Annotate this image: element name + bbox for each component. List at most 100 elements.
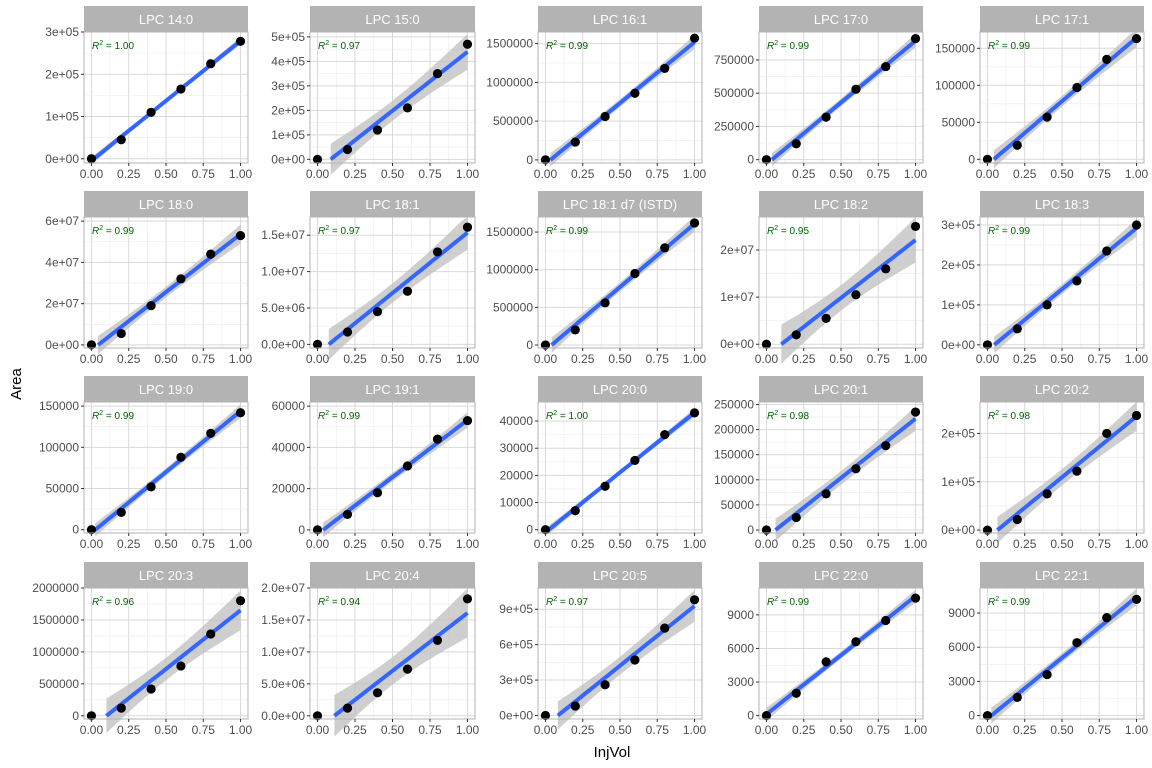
facet-title: LPC 19:1 bbox=[365, 382, 419, 397]
x-tick-label: 0.75 bbox=[867, 352, 891, 366]
y-tick-label: 1000000 bbox=[486, 75, 533, 89]
data-point bbox=[1012, 324, 1022, 334]
y-tick-label: 2000000 bbox=[32, 581, 79, 595]
data-point bbox=[1042, 112, 1052, 122]
x-tick-label: 0.50 bbox=[608, 537, 632, 551]
facet-panel: LPC 22:0 R2 = 0.99 0 3000 6000 9000 0.00 0.25 0.… bbox=[727, 562, 928, 737]
data-point bbox=[851, 290, 861, 300]
data-point bbox=[372, 688, 383, 698]
data-point bbox=[570, 137, 580, 147]
y-tick-label: 2e+07 bbox=[45, 297, 79, 311]
x-tick-label: 0.25 bbox=[1013, 352, 1037, 366]
r-squared-label: R2 = 1.00 bbox=[546, 410, 588, 422]
x-tick-label: 0.25 bbox=[343, 167, 367, 181]
facet-title: LPC 14:0 bbox=[139, 12, 193, 27]
x-tick-label: 1.00 bbox=[1125, 167, 1149, 181]
y-tick-label: 6000 bbox=[727, 641, 754, 655]
x-tick-label: 0.00 bbox=[534, 352, 558, 366]
y-tick-label: 20000 bbox=[272, 482, 306, 496]
facet-panel: LPC 20:5 R2 = 0.97 0e+00 3e+05 6e+05 9e+05 0.0… bbox=[499, 562, 707, 737]
x-tick-label: 0.75 bbox=[418, 537, 442, 551]
data-point bbox=[462, 222, 473, 232]
data-point bbox=[86, 154, 97, 164]
x-tick-label: 1.00 bbox=[229, 723, 253, 737]
x-tick-label: 0.50 bbox=[381, 537, 405, 551]
facet-title: LPC 16:1 bbox=[593, 12, 647, 27]
r-squared-label: R2 = 0.99 bbox=[988, 225, 1030, 237]
facet-title: LPC 20:2 bbox=[1035, 382, 1089, 397]
facet-panel: LPC 18:0 R2 = 0.99 0e+00 2e+07 4e+07 6e+07 0.0… bbox=[45, 191, 253, 366]
x-tick-label: 0.25 bbox=[117, 537, 141, 551]
x-tick-label: 1.00 bbox=[904, 352, 928, 366]
x-tick-label: 0.50 bbox=[829, 167, 853, 181]
facet-panel: LPC 14:0 R2 = 1.00 0e+00 1e+05 2e+05 3e+05 0.0… bbox=[45, 6, 253, 181]
y-tick-label: 0e+00 bbox=[45, 338, 79, 352]
facet-panel: LPC 18:3 R2 = 0.99 0e+00 1e+05 2e+05 3e+05 0.0… bbox=[941, 191, 1149, 366]
x-tick-label: 1.00 bbox=[229, 352, 253, 366]
data-point bbox=[206, 59, 216, 69]
y-tick-label: 1500000 bbox=[486, 225, 533, 239]
fit-line bbox=[550, 222, 696, 347]
r-squared-label: R2 = 0.97 bbox=[318, 40, 360, 52]
x-tick-label: 0.25 bbox=[792, 537, 816, 551]
y-tick-label: 500000 bbox=[714, 86, 754, 100]
data-point bbox=[851, 464, 861, 474]
y-tick-label: 0 bbox=[526, 153, 533, 167]
data-point bbox=[851, 637, 861, 647]
x-tick-label: 0.50 bbox=[381, 723, 405, 737]
data-point bbox=[462, 39, 473, 49]
r-squared-label: R2 = 0.99 bbox=[546, 40, 588, 52]
data-point bbox=[312, 711, 323, 721]
x-tick-label: 1.00 bbox=[683, 723, 707, 737]
y-tick-label: 50000 bbox=[721, 498, 755, 512]
data-point bbox=[982, 710, 993, 721]
data-point bbox=[600, 481, 610, 491]
data-point bbox=[432, 434, 443, 444]
data-point bbox=[176, 274, 186, 284]
y-tick-label: 2e+05 bbox=[941, 426, 975, 440]
fit-line bbox=[327, 231, 469, 346]
x-tick-label: 1.00 bbox=[683, 352, 707, 366]
facet-strip bbox=[538, 562, 702, 588]
data-point bbox=[432, 69, 443, 79]
x-tick-label: 0.75 bbox=[1088, 352, 1112, 366]
facet-strip bbox=[980, 191, 1144, 217]
y-tick-label: 30000 bbox=[500, 441, 534, 455]
data-point bbox=[116, 703, 126, 713]
x-tick-label: 0.25 bbox=[571, 167, 595, 181]
data-point bbox=[235, 36, 246, 46]
fit-line bbox=[774, 417, 917, 532]
fit-line bbox=[556, 604, 696, 718]
y-tick-label: 0 bbox=[747, 153, 754, 167]
r-squared-label: R2 = 0.99 bbox=[92, 410, 134, 422]
data-point bbox=[1131, 34, 1142, 44]
y-tick-label: 1e+05 bbox=[271, 128, 305, 142]
data-point bbox=[761, 339, 772, 349]
x-tick-label: 0.50 bbox=[1050, 723, 1074, 737]
data-point bbox=[881, 264, 891, 274]
facet-title: LPC 20:0 bbox=[593, 382, 647, 397]
x-tick-label: 0.75 bbox=[192, 723, 216, 737]
y-tick-label: 9e+05 bbox=[499, 602, 533, 616]
x-tick-label: 0.50 bbox=[1050, 352, 1074, 366]
x-tick-label: 1.00 bbox=[456, 352, 480, 366]
data-point bbox=[851, 84, 861, 94]
x-tick-label: 0.00 bbox=[534, 537, 558, 551]
data-point bbox=[116, 135, 126, 145]
y-tick-label: 0.0e+00 bbox=[261, 709, 305, 723]
data-point bbox=[821, 657, 831, 667]
data-point bbox=[402, 103, 413, 113]
facet-panel: LPC 18:1 R2 = 0.97 0.0e+00 5.0e+06 1.0e+07 1.… bbox=[261, 191, 480, 366]
y-tick-label: 3e+05 bbox=[941, 218, 975, 232]
data-point bbox=[1042, 669, 1052, 680]
y-tick-label: 6000 bbox=[948, 640, 975, 654]
x-axis-title: InjVol bbox=[594, 744, 631, 761]
data-point bbox=[235, 230, 246, 241]
y-tick-label: 6e+05 bbox=[499, 638, 533, 652]
y-axis-title: Area bbox=[8, 368, 25, 400]
data-point bbox=[146, 107, 156, 117]
x-tick-label: 0.75 bbox=[646, 723, 670, 737]
facet-panel: LPC 19:0 R2 = 0.99 0 50000 100000 150000 0.00 0… bbox=[39, 376, 253, 551]
x-tick-label: 1.00 bbox=[904, 537, 928, 551]
